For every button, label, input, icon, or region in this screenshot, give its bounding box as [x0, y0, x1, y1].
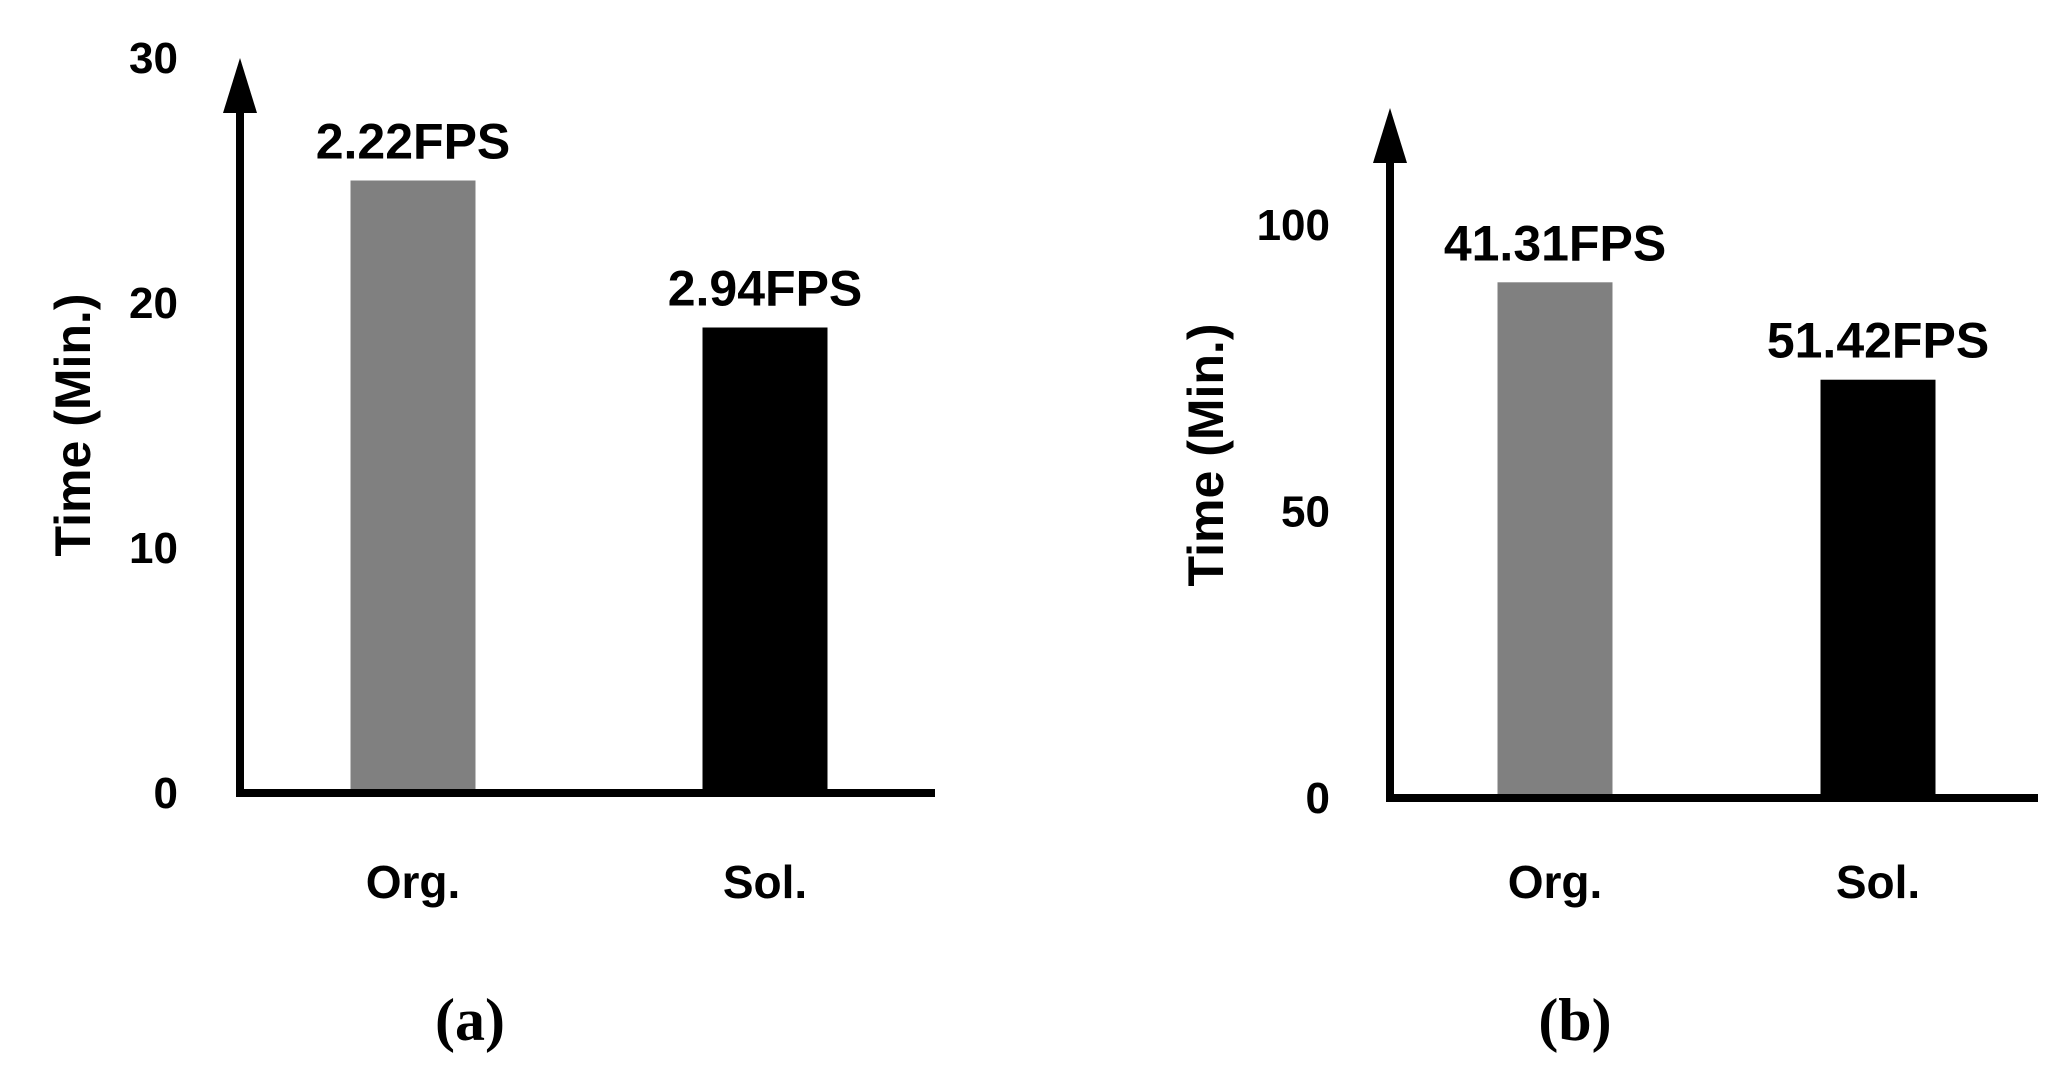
- y-axis-arrow-icon: [1373, 108, 1407, 163]
- data-label: 51.42FPS: [1767, 313, 1989, 369]
- chart-panel-a: 2.22FPS Org. 2.94FPS Sol. 0 10 20 30 Time (Min.)…: [45, 34, 935, 1053]
- data-label: 2.94FPS: [668, 261, 863, 317]
- y-tick-label: 30: [129, 34, 178, 83]
- y-axis-arrow-icon: [223, 58, 257, 113]
- chart-panel-b: 41.31FPS Org. 51.42FPS Sol. 0 50 100 Time (Min.…: [1178, 108, 2038, 1053]
- y-axis-label: Time (Min.): [1178, 324, 1234, 587]
- x-tick-label: Sol.: [1836, 856, 1920, 908]
- panel-label: (a): [435, 987, 505, 1053]
- x-tick-label: Sol.: [723, 856, 807, 908]
- y-tick-label: 10: [129, 524, 178, 573]
- bar-sol: [702, 327, 828, 793]
- y-tick-label: 100: [1257, 201, 1330, 250]
- y-tick-label: 20: [129, 279, 178, 328]
- bar-org: [350, 180, 476, 793]
- y-tick-label: 50: [1281, 488, 1330, 537]
- y-tick-label: 0: [154, 769, 178, 818]
- panel-label: (b): [1538, 987, 1611, 1053]
- bar-org: [1497, 282, 1613, 798]
- y-tick-label: 0: [1306, 774, 1330, 823]
- x-tick-label: Org.: [366, 856, 461, 908]
- data-label: 41.31FPS: [1444, 215, 1666, 271]
- x-tick-label: Org.: [1508, 856, 1603, 908]
- data-label: 2.22FPS: [316, 114, 511, 170]
- bar-sol: [1820, 379, 1936, 798]
- y-axis-label: Time (Min.): [45, 294, 101, 557]
